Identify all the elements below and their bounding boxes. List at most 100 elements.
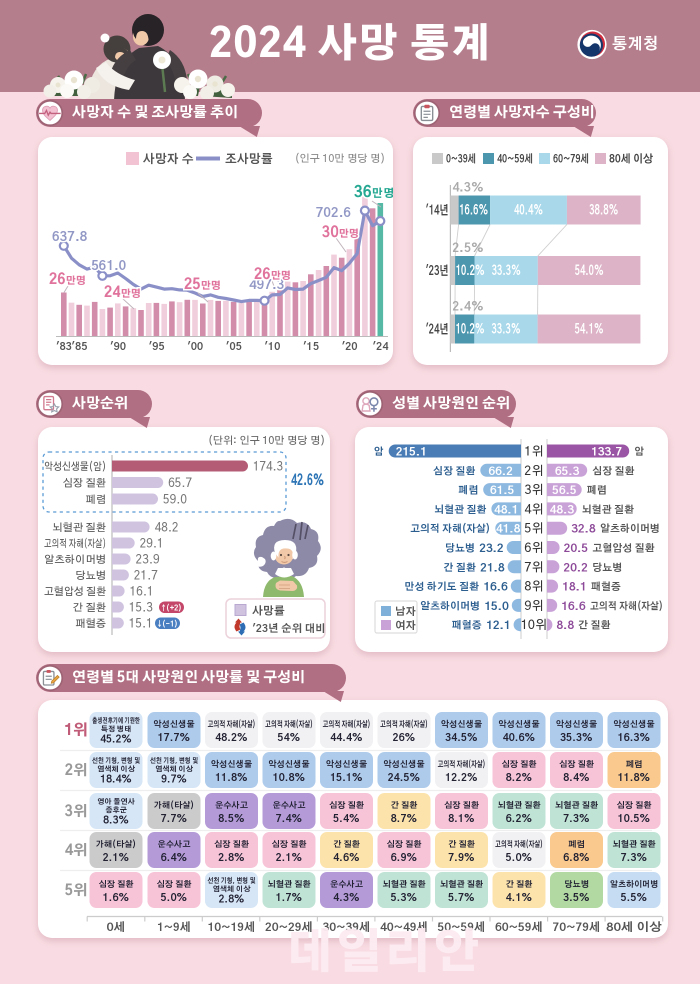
- svg-text:당뇨병: 당뇨병: [75, 570, 106, 582]
- svg-text:10위: 10위: [521, 618, 547, 632]
- svg-text:알츠하이머병: 알츠하이머병: [420, 600, 480, 612]
- svg-text:'10: '10: [264, 341, 281, 353]
- svg-text:6.8%: 6.8%: [563, 853, 590, 864]
- svg-text:11.8%: 11.8%: [618, 773, 651, 784]
- svg-text:4.1%: 4.1%: [506, 893, 533, 904]
- svg-text:뇌혈관 질환: 뇌혈관 질환: [612, 839, 655, 849]
- svg-text:15.1%: 15.1%: [330, 773, 363, 784]
- svg-text:24만명: 24만명: [104, 286, 141, 300]
- svg-text:8.4%: 8.4%: [563, 773, 590, 784]
- svg-text:4.3%: 4.3%: [333, 893, 360, 904]
- svg-text:2.8%: 2.8%: [219, 895, 245, 906]
- svg-text:15.0: 15.0: [484, 601, 509, 613]
- svg-text:33.3%: 33.3%: [492, 264, 521, 278]
- svg-text:5위: 5위: [524, 522, 543, 536]
- svg-text:4위: 4위: [524, 502, 543, 516]
- svg-text:702.6: 702.6: [316, 206, 352, 220]
- svg-text:40.4%: 40.4%: [514, 204, 543, 218]
- svg-text:16.6%: 16.6%: [459, 204, 488, 218]
- svg-text:고의적 자해(자살): 고의적 자해(자살): [44, 537, 106, 550]
- svg-text:7.4%: 7.4%: [276, 814, 303, 825]
- svg-text:2.1%: 2.1%: [276, 853, 303, 864]
- svg-text:7.3%: 7.3%: [621, 853, 648, 864]
- svg-text:가해(타살): 가해(타살): [96, 839, 137, 849]
- svg-text:5.0%: 5.0%: [505, 853, 533, 864]
- svg-text:심장 질환: 심장 질환: [329, 800, 364, 810]
- svg-text:염색체 이상: 염색체 이상: [97, 765, 135, 774]
- svg-text:40.6%: 40.6%: [503, 733, 536, 744]
- svg-text:(단위: 인구 10만 명당 명): (단위: 인구 10만 명당 명): [208, 434, 325, 447]
- svg-text:10.8%: 10.8%: [273, 773, 306, 784]
- svg-text:간 질환: 간 질환: [333, 839, 360, 849]
- svg-text:암: 암: [634, 446, 644, 458]
- svg-text:80세 이상: 80세 이상: [609, 153, 653, 166]
- svg-text:174.3: 174.3: [253, 461, 283, 474]
- svg-text:9위: 9위: [524, 599, 543, 613]
- svg-text:42.6%: 42.6%: [291, 474, 324, 488]
- svg-text:61.5: 61.5: [490, 485, 515, 497]
- svg-text:21.8: 21.8: [480, 562, 505, 574]
- svg-text:간 질환: 간 질환: [448, 839, 475, 849]
- svg-text:12.2%: 12.2%: [445, 773, 478, 784]
- svg-text:5.5%: 5.5%: [620, 893, 648, 904]
- svg-text:↑(+2): ↑(+2): [161, 603, 182, 612]
- svg-text:44.4%: 44.4%: [330, 733, 363, 744]
- svg-text:↓(-1): ↓(-1): [157, 619, 178, 628]
- svg-text:심장 질환: 심장 질환: [386, 839, 421, 849]
- svg-text:48.2: 48.2: [155, 522, 179, 535]
- svg-text:20~29세: 20~29세: [265, 921, 313, 934]
- svg-text:심장 질환: 심장 질환: [63, 478, 106, 490]
- svg-text:26만명: 26만명: [49, 273, 86, 287]
- svg-text:0세: 0세: [107, 921, 126, 934]
- svg-text:알츠하이머병: 알츠하이머병: [610, 879, 658, 889]
- svg-text:고의적 자해(자살): 고의적 자해(자살): [323, 719, 371, 729]
- svg-text:증후군: 증후군: [105, 807, 126, 815]
- svg-text:'00: '00: [187, 341, 204, 353]
- svg-text:심장 질환: 심장 질환: [559, 759, 594, 769]
- svg-text:6.9%: 6.9%: [391, 853, 418, 864]
- svg-text:뇌혈관 질환: 뇌혈관 질환: [382, 879, 425, 889]
- svg-text:8.3%: 8.3%: [103, 816, 129, 827]
- svg-text:운수사고: 운수사고: [330, 879, 363, 889]
- svg-text:간 질환: 간 질환: [391, 800, 418, 810]
- svg-text:조사망률: 조사망률: [225, 152, 273, 166]
- svg-text:8.5%: 8.5%: [218, 814, 245, 825]
- svg-text:16.6: 16.6: [483, 582, 508, 594]
- svg-text:2위: 2위: [65, 763, 87, 778]
- svg-text:54.0%: 54.0%: [575, 264, 604, 278]
- svg-text:고의적 자해(자살): 고의적 자해(자살): [590, 599, 663, 612]
- svg-text:사망률: 사망률: [252, 605, 285, 618]
- svg-text:7.7%: 7.7%: [161, 814, 188, 825]
- svg-text:'83: '83: [56, 341, 72, 353]
- svg-text:7위: 7위: [524, 560, 543, 574]
- svg-text:66.2: 66.2: [488, 466, 513, 478]
- svg-text:뇌혈관 질환: 뇌혈관 질환: [582, 504, 634, 516]
- svg-text:1.6%: 1.6%: [103, 893, 130, 904]
- svg-text:30~39세: 30~39세: [323, 921, 371, 934]
- svg-text:1위: 1위: [64, 722, 88, 739]
- svg-text:간 질환: 간 질환: [73, 602, 106, 614]
- svg-text:48.3: 48.3: [550, 504, 575, 516]
- svg-text:34.5%: 34.5%: [445, 733, 478, 744]
- svg-text:60~79세: 60~79세: [553, 153, 589, 166]
- svg-text:고의적 자해(자살): 고의적 자해(자살): [208, 719, 256, 729]
- svg-text:23.2: 23.2: [479, 543, 504, 555]
- svg-text:악성신생물: 악성신생물: [556, 720, 597, 729]
- svg-text:21.7: 21.7: [134, 570, 158, 583]
- svg-text:여자: 여자: [395, 620, 416, 632]
- svg-text:3.5%: 3.5%: [563, 893, 590, 904]
- svg-text:악성신생물: 악성신생물: [383, 760, 424, 769]
- svg-text:40~49세: 40~49세: [380, 921, 428, 934]
- svg-text:심장 질환: 심장 질환: [214, 839, 249, 849]
- svg-text:16.1: 16.1: [130, 586, 154, 599]
- svg-text:8위: 8위: [524, 580, 543, 594]
- svg-text:고의적 자해(자살): 고의적 자해(자살): [438, 759, 486, 769]
- svg-text:9.7%: 9.7%: [161, 775, 187, 786]
- svg-text:10.5%: 10.5%: [618, 814, 651, 825]
- svg-text:출생전후기에 기원한: 출생전후기에 기원한: [92, 716, 140, 725]
- svg-text:80세 이상: 80세 이상: [606, 921, 662, 934]
- svg-text:'24: '24: [372, 341, 389, 353]
- svg-text:40~59세: 40~59세: [497, 153, 533, 166]
- svg-text:폐렴: 폐렴: [568, 840, 585, 849]
- svg-text:10.2%: 10.2%: [456, 264, 485, 278]
